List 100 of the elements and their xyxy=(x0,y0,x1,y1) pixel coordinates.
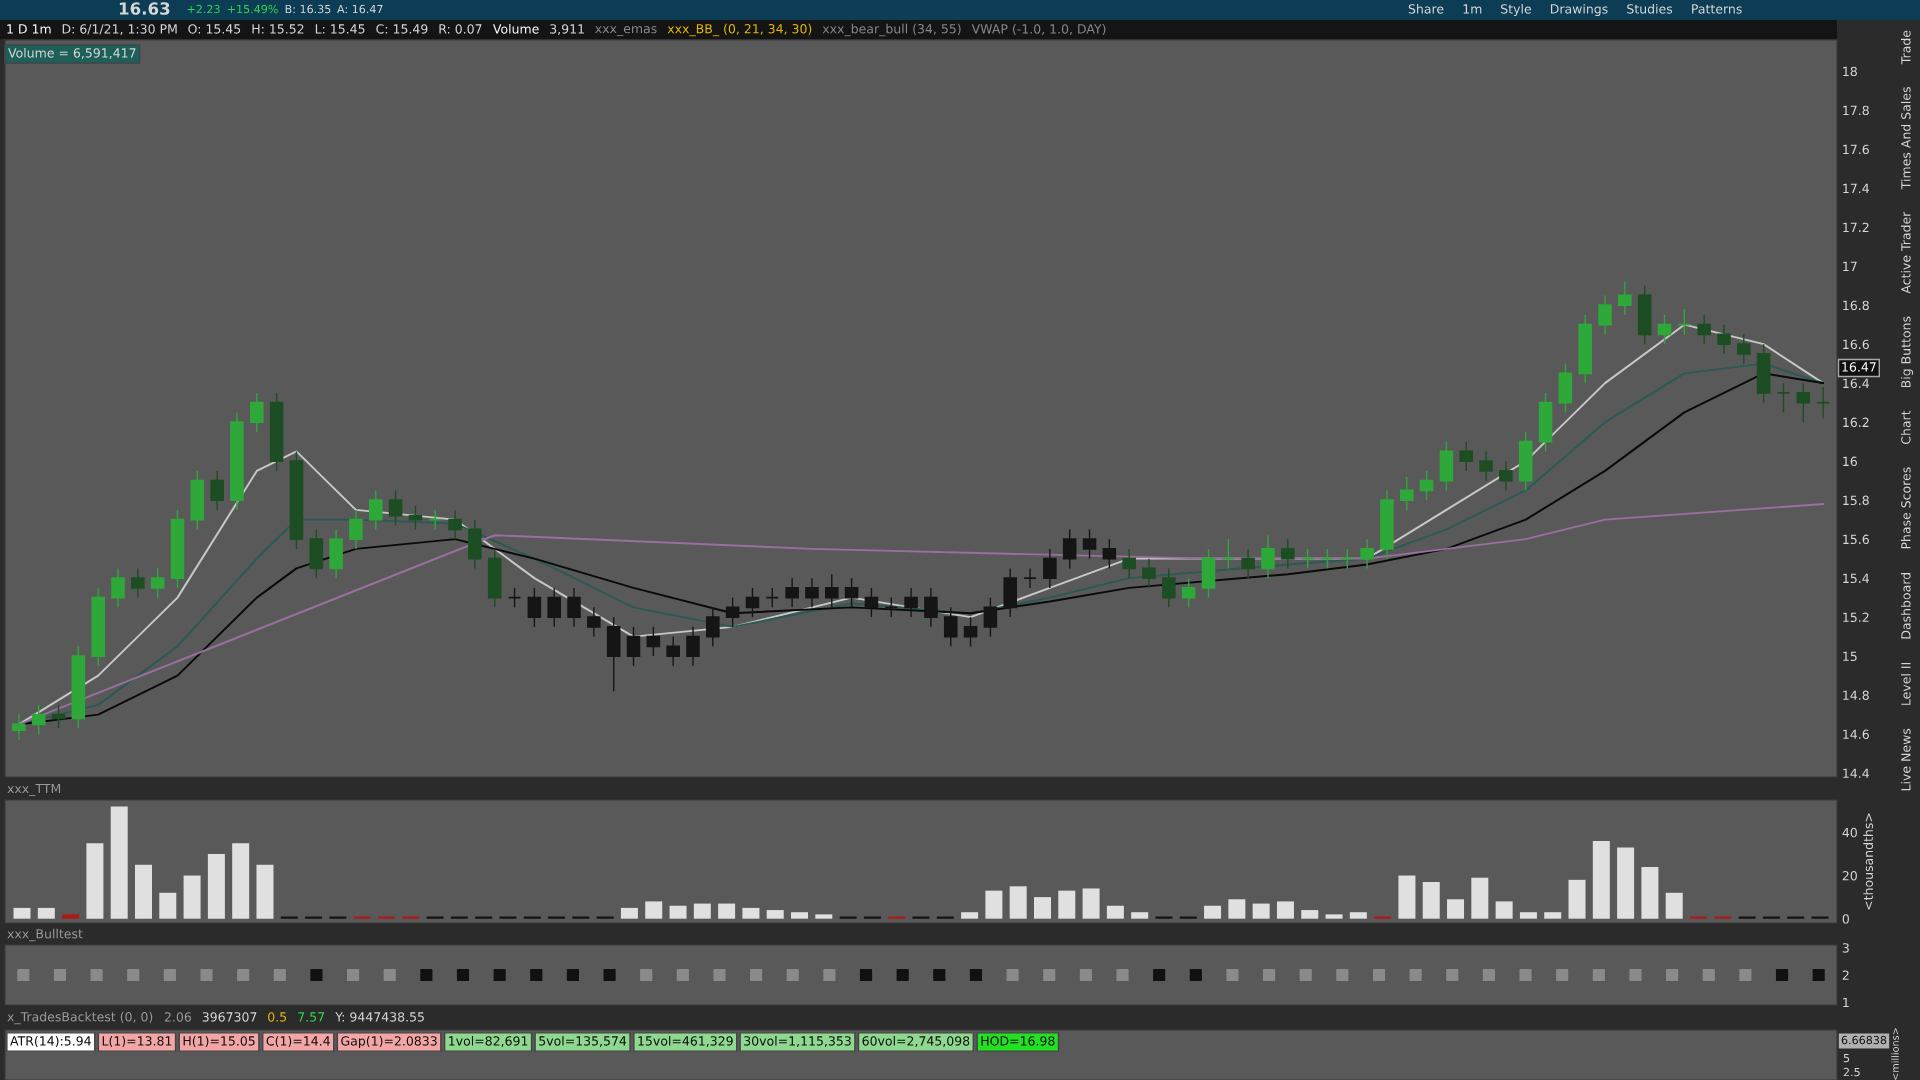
text: 1m xyxy=(1463,4,1482,14)
candlestick xyxy=(785,577,799,609)
bar xyxy=(1811,916,1829,919)
text: O: 15.45 xyxy=(188,24,241,34)
candlestick xyxy=(527,587,542,628)
text: Style xyxy=(1501,3,1531,17)
bar xyxy=(1058,890,1076,919)
bar xyxy=(1131,912,1149,919)
text: 0.5 xyxy=(268,1012,287,1022)
text: VWAP (-1.0, 1.0, DAY) xyxy=(971,23,1106,36)
candlestick xyxy=(924,587,938,628)
bar xyxy=(1155,916,1173,919)
candlestick xyxy=(1102,538,1117,570)
text: 30vol=1,115,353 xyxy=(744,1035,851,1047)
bar xyxy=(1009,886,1027,919)
candlestick xyxy=(686,626,700,667)
y-tick-label: 18 xyxy=(1843,66,1857,77)
bar xyxy=(1495,901,1513,919)
bar xyxy=(1568,879,1586,919)
text: ATR(14):5.94 xyxy=(10,1035,91,1048)
bar xyxy=(86,843,104,919)
bar xyxy=(985,890,1003,919)
candlestick xyxy=(31,704,46,735)
bar xyxy=(1422,882,1440,919)
bar xyxy=(669,905,687,919)
text: Share xyxy=(1408,3,1444,14)
candlestick xyxy=(963,616,978,648)
bar xyxy=(256,864,274,919)
candlestick xyxy=(547,587,561,628)
candlestick xyxy=(1776,382,1791,414)
candlestick xyxy=(1459,440,1474,472)
y-tick-label: 16 xyxy=(1843,456,1857,467)
bar xyxy=(791,912,809,919)
candlestick xyxy=(1122,548,1136,579)
bar xyxy=(232,843,250,919)
candlestick xyxy=(388,489,403,527)
candlestick xyxy=(1737,333,1751,365)
text: R: 0.07 xyxy=(439,24,482,34)
bar xyxy=(1325,914,1343,919)
candlestick xyxy=(1598,294,1612,336)
candlestick xyxy=(428,509,443,531)
y-tick-label: 17.8 xyxy=(1843,105,1869,116)
text: 3,911 xyxy=(550,24,584,35)
candlestick xyxy=(626,626,641,667)
bar xyxy=(280,916,298,919)
candlestick xyxy=(844,577,859,609)
y-tick-label: 40 xyxy=(1842,827,1857,838)
bar xyxy=(1082,888,1100,919)
bar xyxy=(693,903,711,919)
candlestick xyxy=(1697,314,1711,345)
y-tick-label: 20 xyxy=(1842,871,1857,881)
text: Phase Scores xyxy=(1900,467,1911,549)
bar xyxy=(426,916,444,919)
bar xyxy=(839,916,857,919)
bar xyxy=(1592,841,1610,919)
y-tick-label: 15.4 xyxy=(1843,573,1869,584)
candlestick xyxy=(904,587,918,618)
bar xyxy=(1617,847,1635,919)
bar xyxy=(305,916,323,919)
y-tick-label: 17.2 xyxy=(1843,222,1869,232)
candlestick xyxy=(983,596,998,638)
bar xyxy=(596,916,614,919)
y-axis-title: <thousandths> xyxy=(1863,813,1873,910)
candlestick xyxy=(1062,528,1077,570)
candlestick xyxy=(1340,548,1355,570)
candlestick xyxy=(1043,548,1057,589)
bar xyxy=(1228,899,1246,919)
candlestick xyxy=(12,713,26,741)
candlestick xyxy=(349,509,363,550)
y-tick-label: 17.4 xyxy=(1843,183,1869,193)
bar xyxy=(183,875,201,919)
bar xyxy=(645,901,663,919)
text: Trade xyxy=(1900,30,1911,65)
candlestick xyxy=(1816,386,1830,419)
candlestick xyxy=(131,567,145,599)
bar xyxy=(1252,903,1270,919)
text: Live News xyxy=(1900,728,1911,791)
candlestick xyxy=(368,489,383,531)
bar xyxy=(1374,916,1392,919)
bar xyxy=(475,916,493,919)
candlestick xyxy=(567,587,581,628)
candlestick xyxy=(864,587,879,618)
text: +15.49% xyxy=(227,4,278,14)
text: 7.57 xyxy=(298,1012,325,1022)
bar xyxy=(353,916,371,919)
bar xyxy=(523,916,541,919)
candlestick xyxy=(666,635,680,667)
bar xyxy=(548,916,566,919)
candlestick xyxy=(1796,382,1811,423)
bar xyxy=(134,864,152,919)
text: 2.5 xyxy=(1843,1067,1860,1077)
y-tick-label: 14.8 xyxy=(1843,690,1869,701)
candlestick xyxy=(706,606,720,648)
bar xyxy=(1519,912,1537,919)
candlestick xyxy=(587,606,601,638)
text: Y: 9447438.55 xyxy=(335,1012,424,1022)
text: Gap(1)=2.0833 xyxy=(341,1035,437,1049)
y-tick-label: 1 xyxy=(1843,997,1849,1008)
bar xyxy=(1301,910,1319,919)
candlestick xyxy=(1221,538,1236,570)
